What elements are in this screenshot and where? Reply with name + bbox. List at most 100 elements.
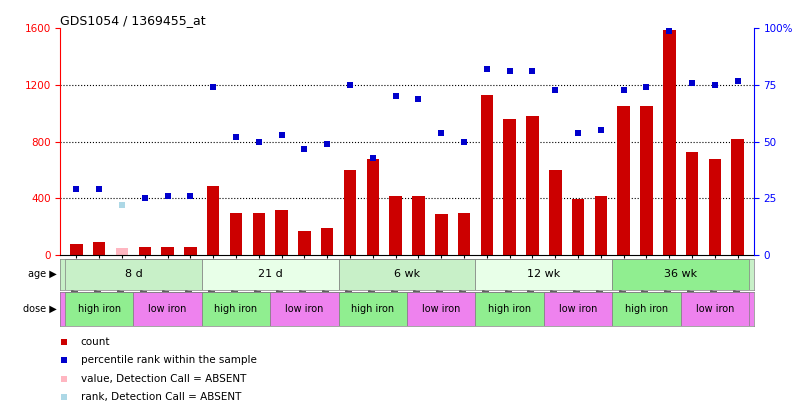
Point bbox=[663, 28, 675, 34]
Bar bbox=[480, 95, 493, 255]
Text: dose ▶: dose ▶ bbox=[23, 304, 56, 314]
Bar bbox=[549, 170, 562, 255]
Bar bbox=[571, 199, 584, 255]
Bar bbox=[65, 292, 134, 326]
Bar bbox=[504, 119, 516, 255]
Bar bbox=[184, 247, 197, 255]
Text: high iron: high iron bbox=[625, 304, 668, 314]
Bar bbox=[613, 292, 680, 326]
Text: 8 d: 8 d bbox=[125, 269, 143, 279]
Bar bbox=[139, 247, 151, 255]
Text: count: count bbox=[81, 337, 110, 347]
Point bbox=[57, 394, 70, 401]
Point bbox=[503, 68, 516, 75]
Point bbox=[389, 93, 402, 100]
Point bbox=[458, 139, 471, 145]
Point bbox=[367, 154, 380, 161]
Text: 12 wk: 12 wk bbox=[527, 269, 560, 279]
Point bbox=[57, 357, 70, 364]
Bar bbox=[230, 213, 243, 255]
Text: 6 wk: 6 wk bbox=[394, 269, 420, 279]
Text: GDS1054 / 1369455_at: GDS1054 / 1369455_at bbox=[60, 14, 206, 27]
Text: 36 wk: 36 wk bbox=[664, 269, 697, 279]
Point bbox=[230, 134, 243, 141]
Bar bbox=[93, 242, 106, 255]
Point bbox=[594, 127, 607, 134]
Bar bbox=[407, 292, 476, 326]
Bar bbox=[343, 170, 356, 255]
Bar bbox=[134, 292, 202, 326]
Bar bbox=[640, 107, 653, 255]
Bar bbox=[544, 292, 613, 326]
Bar bbox=[435, 214, 447, 255]
Point bbox=[70, 186, 83, 193]
Point bbox=[617, 86, 630, 93]
Bar bbox=[680, 292, 749, 326]
Point bbox=[480, 66, 493, 72]
Point bbox=[526, 68, 539, 75]
Text: low iron: low iron bbox=[696, 304, 734, 314]
Bar bbox=[389, 196, 402, 255]
Bar bbox=[298, 231, 310, 255]
Bar bbox=[321, 228, 334, 255]
Bar bbox=[476, 259, 613, 290]
Point bbox=[275, 132, 288, 138]
Point bbox=[343, 82, 356, 88]
Bar bbox=[276, 211, 288, 255]
Bar bbox=[70, 244, 83, 255]
Point bbox=[57, 339, 70, 345]
Bar bbox=[202, 259, 339, 290]
Bar bbox=[526, 116, 538, 255]
Point bbox=[549, 86, 562, 93]
Text: rank, Detection Call = ABSENT: rank, Detection Call = ABSENT bbox=[81, 392, 241, 402]
Bar bbox=[339, 259, 476, 290]
Text: percentile rank within the sample: percentile rank within the sample bbox=[81, 355, 256, 365]
Bar bbox=[202, 292, 270, 326]
Bar bbox=[708, 159, 721, 255]
Point bbox=[161, 193, 174, 199]
Bar bbox=[458, 213, 471, 255]
Point bbox=[434, 130, 447, 136]
Bar bbox=[207, 185, 219, 255]
Bar bbox=[270, 292, 339, 326]
Point bbox=[412, 96, 425, 102]
Bar bbox=[663, 30, 675, 255]
Bar bbox=[595, 196, 607, 255]
Bar bbox=[161, 247, 174, 255]
Point bbox=[571, 130, 584, 136]
Bar bbox=[686, 152, 698, 255]
Point bbox=[686, 79, 699, 86]
Text: high iron: high iron bbox=[77, 304, 121, 314]
Bar bbox=[367, 159, 379, 255]
Bar bbox=[613, 259, 749, 290]
Text: high iron: high iron bbox=[214, 304, 258, 314]
Point bbox=[252, 139, 265, 145]
Bar bbox=[476, 292, 544, 326]
Point bbox=[57, 375, 70, 382]
Point bbox=[708, 82, 721, 88]
Bar bbox=[731, 139, 744, 255]
Point bbox=[184, 193, 197, 199]
Text: low iron: low iron bbox=[559, 304, 597, 314]
Text: 21 d: 21 d bbox=[258, 269, 283, 279]
Point bbox=[139, 195, 152, 202]
Bar bbox=[617, 107, 630, 255]
Bar bbox=[339, 292, 407, 326]
Point bbox=[93, 186, 106, 193]
Point bbox=[640, 84, 653, 91]
Text: low iron: low iron bbox=[148, 304, 187, 314]
Bar bbox=[412, 196, 425, 255]
Bar bbox=[252, 213, 265, 255]
Text: high iron: high iron bbox=[351, 304, 394, 314]
Text: low iron: low iron bbox=[422, 304, 460, 314]
Point bbox=[298, 145, 311, 152]
Text: age ▶: age ▶ bbox=[27, 269, 56, 279]
Text: high iron: high iron bbox=[488, 304, 531, 314]
Text: low iron: low iron bbox=[285, 304, 324, 314]
Text: value, Detection Call = ABSENT: value, Detection Call = ABSENT bbox=[81, 374, 246, 384]
Point bbox=[115, 202, 128, 209]
Bar bbox=[116, 248, 128, 255]
Point bbox=[207, 84, 220, 91]
Point bbox=[321, 141, 334, 147]
Bar bbox=[65, 259, 202, 290]
